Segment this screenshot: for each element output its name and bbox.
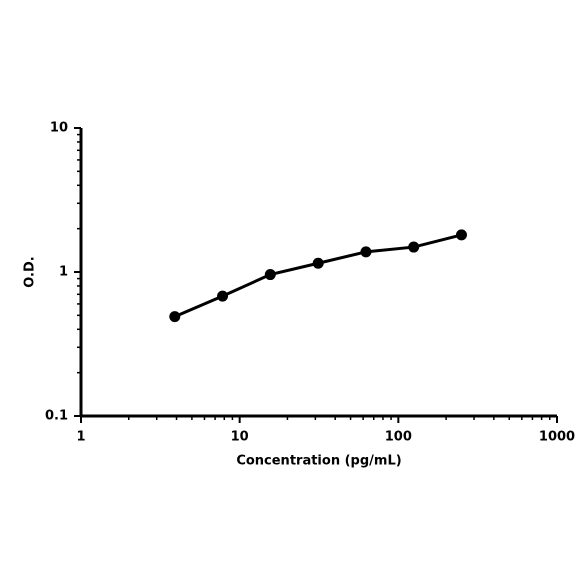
y-tick-label: 10 <box>50 121 68 136</box>
data-point <box>360 246 372 258</box>
data-point <box>217 290 229 302</box>
data-point <box>169 311 181 323</box>
y-axis-label: O.D. <box>23 256 38 287</box>
x-tick-label: 1000 <box>539 430 575 445</box>
x-axis-label: Concentration (pg/mL) <box>236 454 401 469</box>
y-tick-label: 1 <box>59 265 68 280</box>
data-point <box>455 229 467 241</box>
data-point <box>312 257 324 269</box>
data-point <box>264 269 276 281</box>
x-tick-label: 10 <box>231 430 249 445</box>
data-point <box>408 241 420 253</box>
y-tick-label: 0.1 <box>45 409 68 424</box>
x-tick-label: 1 <box>76 430 85 445</box>
x-tick-label: 100 <box>385 430 412 445</box>
